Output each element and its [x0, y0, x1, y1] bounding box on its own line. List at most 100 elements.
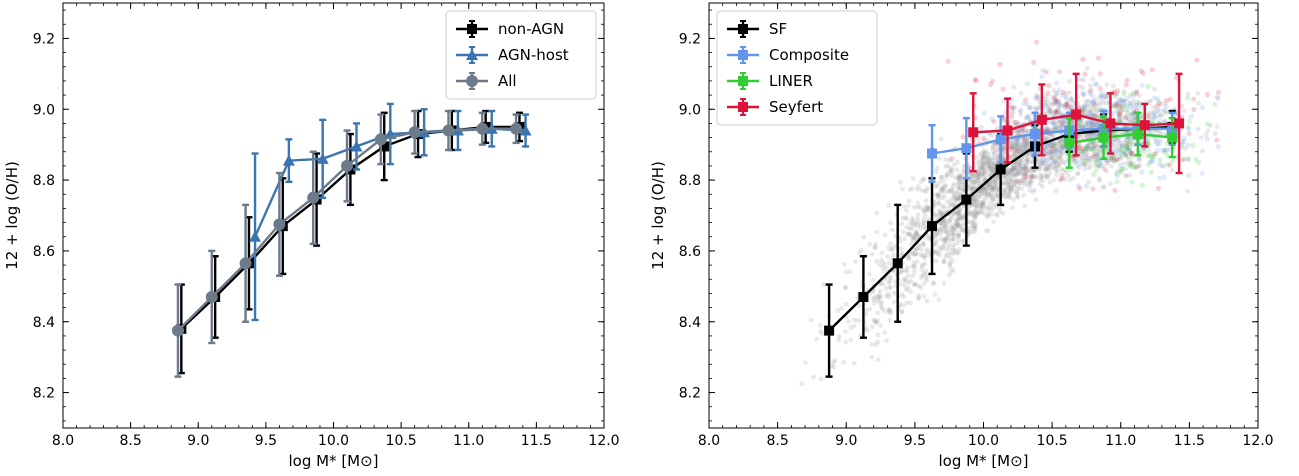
- scatter-point: [943, 224, 949, 230]
- scatter-point: [1033, 106, 1039, 112]
- scatter-point: [1200, 148, 1205, 154]
- scatter-point: [1080, 107, 1086, 113]
- scatter-point: [811, 374, 816, 380]
- scatter-point: [851, 360, 857, 366]
- scatter-point: [1037, 161, 1043, 167]
- scatter-point: [1004, 174, 1009, 180]
- scatter-point: [979, 150, 985, 156]
- scatter-point: [1084, 121, 1089, 127]
- scatter-point: [942, 241, 948, 247]
- series-layer: [171, 102, 532, 378]
- scatter-point: [1116, 117, 1122, 122]
- scatter-point: [1012, 144, 1018, 150]
- scatter-point: [1095, 163, 1100, 169]
- scatter-point: [940, 218, 946, 224]
- y-tick-label: 8.4: [679, 315, 701, 331]
- scatter-point: [921, 270, 926, 276]
- scatter-point: [980, 154, 985, 160]
- scatter-point: [908, 289, 913, 295]
- scatter-point: [951, 211, 957, 217]
- scatter-point: [981, 155, 987, 161]
- scatter-point: [880, 260, 886, 265]
- scatter-point: [946, 189, 952, 195]
- scatter-point: [906, 273, 911, 279]
- scatter-point: [1082, 152, 1088, 157]
- scatter-point: [1050, 142, 1056, 147]
- scatter-point: [1010, 179, 1016, 185]
- scatter-point: [1068, 97, 1074, 103]
- scatter-point: [1040, 159, 1045, 165]
- scatter-point: [985, 161, 990, 167]
- scatter-point: [904, 300, 910, 306]
- scatter-point: [987, 167, 992, 173]
- scatter-point: [981, 148, 986, 154]
- scatter-point: [905, 265, 910, 270]
- scatter-point: [1024, 101, 1030, 107]
- scatter-point: [1169, 167, 1175, 173]
- scatter-point: [821, 282, 827, 288]
- legend-marker: [466, 49, 478, 60]
- y-axis-label: 12 + log (O/H): [3, 161, 21, 270]
- x-tick-label: 9.5: [904, 433, 926, 449]
- scatter-point: [946, 250, 952, 255]
- scatter-point: [972, 224, 977, 230]
- scatter-point: [979, 189, 985, 194]
- scatter-point: [1199, 170, 1205, 176]
- scatter-point: [1021, 171, 1027, 177]
- scatter-point: [1089, 107, 1095, 113]
- scatter-point: [915, 216, 920, 222]
- scatter-point: [1057, 160, 1063, 166]
- scatter-point: [1018, 158, 1023, 163]
- scatter-point: [876, 294, 881, 299]
- scatter-point: [978, 124, 984, 130]
- scatter-point: [971, 198, 977, 204]
- scatter-point: [991, 219, 997, 225]
- scatter-point: [982, 190, 987, 196]
- scatter-point: [1047, 149, 1053, 155]
- data-point: [824, 325, 835, 336]
- data-point: [1132, 129, 1143, 140]
- legend-marker: [738, 50, 748, 60]
- scatter-point: [1037, 166, 1043, 172]
- scatter-point: [1045, 90, 1051, 96]
- scatter-point: [986, 160, 992, 166]
- data-point: [379, 141, 390, 152]
- scatter-point: [988, 169, 994, 175]
- scatter-point: [1045, 166, 1050, 172]
- x-tick-label: 9.0: [835, 433, 857, 449]
- scatter-point: [1023, 161, 1029, 167]
- scatter-point: [909, 234, 915, 240]
- scatter-point: [917, 204, 923, 210]
- x-tick-label: 8.5: [766, 433, 788, 449]
- x-axis-label: log M* [M⊙]: [288, 452, 378, 470]
- scatter-point: [1087, 159, 1093, 165]
- scatter-point: [1185, 173, 1192, 179]
- legend-marker: [466, 75, 478, 87]
- scatter-point: [934, 232, 940, 238]
- scatter-point: [1080, 162, 1086, 167]
- scatter-point: [1123, 130, 1129, 136]
- scatter-point: [947, 264, 953, 270]
- scatter-point: [819, 331, 825, 336]
- scatter-point: [956, 180, 961, 186]
- scatter-point: [1081, 91, 1087, 97]
- scatter-point: [970, 219, 976, 225]
- scatter-point: [1054, 164, 1060, 170]
- scatter-point: [1060, 120, 1066, 126]
- scatter-point: [1082, 166, 1088, 172]
- scatter-point: [1084, 147, 1090, 152]
- scatter-point: [1121, 161, 1127, 167]
- scatter-point: [954, 190, 959, 195]
- scatter-point: [971, 226, 977, 231]
- scatter-point: [871, 301, 877, 306]
- scatter-point: [966, 211, 972, 217]
- scatter-point: [905, 203, 911, 209]
- scatter-point: [1113, 171, 1119, 177]
- scatter-point: [888, 220, 894, 226]
- scatter-point: [904, 269, 910, 275]
- x-tick-label: 10.0: [968, 433, 999, 449]
- scatter-point: [921, 293, 927, 299]
- scatter-point: [1167, 162, 1173, 168]
- scatter-point: [936, 297, 942, 302]
- scatter-point: [1121, 89, 1127, 94]
